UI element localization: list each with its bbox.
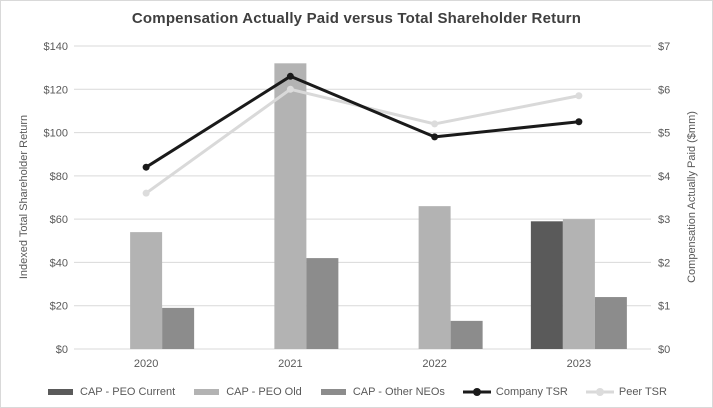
- legend-line-swatch: [585, 388, 614, 396]
- right-axis-tick-label: $3: [658, 214, 670, 226]
- marker-peer-tsr: [431, 120, 439, 128]
- legend-label: Company TSR: [495, 386, 568, 398]
- legend-item-cap-peo-current: CAP - PEO Current: [46, 386, 175, 398]
- right-axis-tick-label: $4: [658, 171, 670, 183]
- x-axis-tick-label: 2021: [278, 358, 302, 370]
- marker-company-tsr: [431, 133, 439, 141]
- legend-bar-swatch: [194, 389, 220, 395]
- left-axis-tick-label: $80: [50, 171, 68, 183]
- legend-bar-swatch: [48, 389, 74, 395]
- right-axis-tick-label: $7: [658, 41, 670, 53]
- legend-line-swatch: [462, 388, 491, 396]
- legend: CAP - PEO Current CAP - PEO Old CAP - Othe…: [1, 386, 712, 398]
- right-axis-tick-label: $5: [658, 128, 670, 140]
- marker-peer-tsr: [142, 189, 150, 197]
- line-company-tsr: [145, 74, 580, 169]
- x-axis-tick-label: 2023: [567, 358, 591, 370]
- marker-peer-tsr: [575, 92, 583, 100]
- right-axis-tick-label: $1: [658, 301, 670, 313]
- legend-item-company-tsr: Company TSR: [462, 386, 568, 398]
- x-axis-tick-label: 2022: [422, 358, 446, 370]
- left-axis-tick-label: $0: [56, 344, 68, 356]
- line-peer-tsr: [145, 87, 580, 195]
- legend-label: CAP - PEO Old: [226, 386, 302, 398]
- left-axis-tick-label: $60: [50, 214, 68, 226]
- legend-item-peer-tsr: Peer TSR: [585, 386, 667, 398]
- legend-item-cap-other-neos: CAP - Other NEOs: [319, 386, 445, 398]
- legend-label: CAP - Other NEOs: [352, 386, 445, 398]
- bar-cap-peo-old: [274, 63, 307, 350]
- marker-peer-tsr: [286, 85, 294, 93]
- legend-bar-swatch: [320, 389, 346, 395]
- bar-cap-peo-old: [418, 206, 451, 349]
- bar-cap-other-neos: [594, 297, 627, 349]
- bar-cap-other-neos: [450, 320, 483, 349]
- bar-cap-other-neos: [162, 307, 195, 349]
- right-axis-tick-label: $0: [658, 344, 670, 356]
- marker-company-tsr: [575, 118, 583, 126]
- bar-cap-peo-old: [562, 219, 595, 349]
- left-axis-tick-label: $140: [44, 41, 68, 53]
- marker-company-tsr: [286, 72, 294, 80]
- left-axis-tick-label: $40: [50, 257, 68, 269]
- marker-company-tsr: [142, 163, 150, 171]
- legend-label: CAP - PEO Current: [80, 386, 176, 398]
- left-axis-tick-label: $120: [44, 84, 68, 96]
- bar-cap-peo-current: [530, 221, 563, 349]
- chart-title: Compensation Actually Paid versus Total …: [131, 10, 582, 27]
- legend-label: Peer TSR: [618, 386, 667, 398]
- left-axis-tick-label: $20: [50, 301, 68, 313]
- bar-cap-peo-old: [130, 232, 163, 349]
- legend-item-cap-peo-old: CAP - PEO Old: [192, 386, 302, 398]
- right-axis-tick-label: $2: [658, 257, 670, 269]
- bar-cap-other-neos: [306, 258, 339, 349]
- right-axis-tick-label: $6: [658, 84, 670, 96]
- left-axis-tick-label: $100: [44, 128, 68, 140]
- x-axis-tick-label: 2020: [134, 358, 158, 370]
